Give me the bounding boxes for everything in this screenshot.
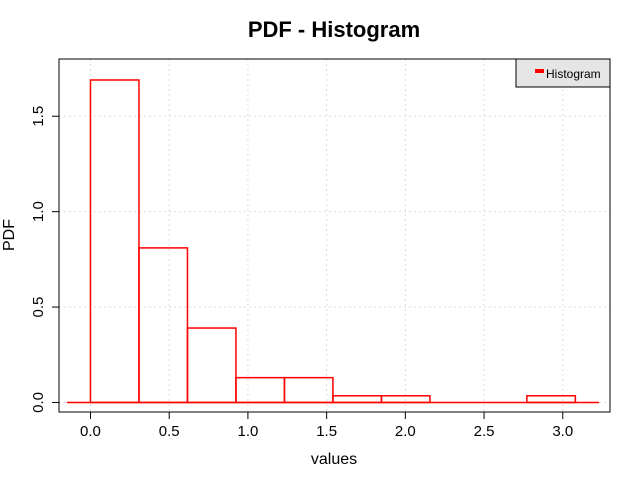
histogram-bar-9 xyxy=(526,395,577,404)
x-tick-label-2: 1.0 xyxy=(237,423,258,440)
y-axis: 0.0 0.5 1.0 1.5 xyxy=(30,106,60,413)
x-axis: 0.0 0.5 1.0 1.5 2.0 2.5 3.0 xyxy=(80,411,573,440)
legend-label: Histogram xyxy=(546,67,601,81)
histogram-bar-5 xyxy=(332,395,383,404)
x-axis-label: values xyxy=(311,451,357,468)
histogram-bars xyxy=(66,79,599,404)
x-tick-label-4: 2.0 xyxy=(395,423,416,440)
histogram-bar-0 xyxy=(89,79,140,404)
y-tick-label-2: 1.0 xyxy=(30,201,47,222)
grid-lines xyxy=(59,59,610,412)
y-axis-label: PDF xyxy=(1,219,18,251)
histogram-bar-1 xyxy=(138,247,189,404)
plot-frame xyxy=(58,58,611,413)
x-tick-label-5: 2.5 xyxy=(474,423,495,440)
x-tick-label-1: 0.5 xyxy=(159,423,180,440)
legend-swatch xyxy=(535,69,544,73)
y-tick-label-3: 1.5 xyxy=(30,106,47,127)
y-tick-label-0: 0.0 xyxy=(30,392,47,413)
histogram-bar-6 xyxy=(380,395,431,404)
y-tick-label-1: 0.5 xyxy=(30,297,47,318)
histogram-bar-4 xyxy=(283,376,334,404)
legend: Histogram xyxy=(515,58,611,88)
chart-title: PDF - Histogram xyxy=(248,17,420,42)
legend-box xyxy=(515,58,611,88)
x-tick-label-6: 3.0 xyxy=(552,423,573,440)
histogram-bar-2 xyxy=(186,327,237,404)
x-tick-label-0: 0.0 xyxy=(80,423,101,440)
x-tick-label-3: 1.5 xyxy=(316,423,337,440)
histogram-bar-3 xyxy=(235,376,286,404)
